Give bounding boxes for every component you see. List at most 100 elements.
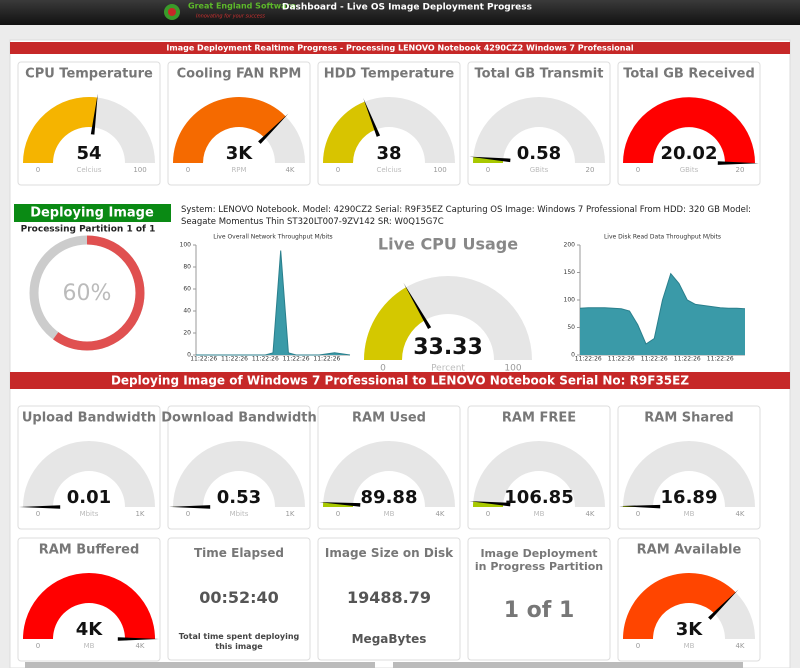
gauge-title: Upload Bandwidth <box>22 411 156 426</box>
gauge-value: 16.89 <box>661 487 718 508</box>
gauge-unit: Celcius <box>376 166 401 174</box>
x-tick-label: 11:22:26 <box>190 356 217 363</box>
gauge-title: Download Bandwidth <box>161 411 316 426</box>
x-tick-label: 11:22:26 <box>707 356 734 363</box>
gauge-min: 0 <box>336 166 340 174</box>
y-tick-label: 0 <box>571 352 575 359</box>
deploying-subtitle: Processing Partition 1 of 1 <box>21 225 156 235</box>
gauge-min: 0 <box>36 642 40 650</box>
gauge-min: 0 <box>186 166 190 174</box>
gauge-min: 0 <box>380 364 386 374</box>
card-unit: MegaBytes <box>351 632 427 646</box>
progress-track <box>393 662 743 668</box>
x-tick-label: 11:22:26 <box>313 356 340 363</box>
card-title: Time Elapsed <box>194 546 284 560</box>
gauge-needle <box>469 501 511 507</box>
gauge-unit: Mbits <box>80 510 99 518</box>
y-tick-label: 50 <box>567 324 575 331</box>
gauge-arc <box>173 97 286 163</box>
gauge-unit: GBits <box>680 166 699 174</box>
gauge-max: 100 <box>133 166 146 174</box>
gauge-unit: Percent <box>431 364 465 374</box>
gauge-max: 4K <box>435 510 444 518</box>
gauge-arc <box>364 287 425 360</box>
gauge-needle <box>117 637 159 641</box>
gauge-max: 4K <box>735 642 744 650</box>
gauge-value: 0.53 <box>217 487 261 508</box>
header-title: Dashboard - Live OS Image Deployment Pro… <box>282 3 532 13</box>
banner2: Deploying Image of Windows 7 Professiona… <box>111 374 689 388</box>
x-tick-label: 11:22:26 <box>641 356 668 363</box>
brand: Great England Software <box>188 2 296 11</box>
gauge-needle <box>708 589 739 620</box>
gauge-value: 4K <box>76 619 104 640</box>
gauge-title: RAM FREE <box>502 411 576 426</box>
deploying-title: Deploying Image <box>30 206 154 221</box>
gauge-value: 20.02 <box>661 143 718 164</box>
gauge-needle <box>319 502 361 507</box>
gauge-arc <box>323 502 354 507</box>
gauge-min: 0 <box>186 510 190 518</box>
x-tick-label: 11:22:26 <box>575 356 602 363</box>
banner-bar <box>10 42 790 54</box>
chart-title: Live Disk Read Data Throughput M/bits <box>604 234 721 241</box>
gauge-value: 54 <box>76 143 101 164</box>
gauge-max: 4K <box>285 166 294 174</box>
gauge-track <box>323 441 455 507</box>
gauge-arc <box>623 572 736 639</box>
header-bar <box>0 0 800 25</box>
gauge-track <box>473 441 605 507</box>
gauge-arc <box>473 501 504 507</box>
gauge-max: 20 <box>736 166 745 174</box>
area-fill <box>580 273 745 355</box>
gauge-title: Total GB Received <box>623 67 755 82</box>
gauge-title: RAM Available <box>637 543 742 558</box>
banner2-bar <box>10 372 790 389</box>
gauge-needle <box>169 505 211 509</box>
gauge-max: 4K <box>135 642 144 650</box>
gauge-min: 0 <box>336 510 340 518</box>
gauge-unit: Mbits <box>230 510 249 518</box>
gauge-arc <box>23 96 98 163</box>
y-tick-label: 100 <box>180 242 192 249</box>
gauge-min: 0 <box>36 166 40 174</box>
gauge-value: 0.01 <box>67 487 111 508</box>
gauge-title: Cooling FAN RPM <box>177 67 302 82</box>
gauge-max: 1K <box>135 510 144 518</box>
gauge-value: 3K <box>676 619 704 640</box>
gauge-title: RAM Used <box>352 411 426 426</box>
percent-label: 60% <box>63 281 112 306</box>
gauge-arc <box>323 101 376 163</box>
gauge-arc <box>623 97 755 164</box>
gauge-max: 20 <box>586 166 595 174</box>
gauge-unit: MB <box>84 642 95 650</box>
gauge-max: 4K <box>585 510 594 518</box>
y-tick-label: 20 <box>183 330 191 337</box>
gauge-unit: MB <box>684 510 695 518</box>
gauge-needle <box>19 505 61 509</box>
tagline: Innovating for your success <box>196 14 265 20</box>
card-value: 1 of 1 <box>503 598 575 623</box>
y-tick-label: 80 <box>183 264 191 271</box>
gauge-title: RAM Shared <box>644 411 733 426</box>
y-tick-label: 40 <box>183 308 191 315</box>
card-note: Total time spent deploying this image <box>178 632 300 651</box>
card-title: Image Deployment in Progress Partition <box>474 547 604 573</box>
gauge-value: 89.88 <box>361 487 418 508</box>
gauge-arc <box>473 156 504 163</box>
gauge-title: RAM Buffered <box>39 543 140 558</box>
gauge-needle <box>717 161 759 165</box>
gauge-max: 100 <box>504 364 521 374</box>
y-tick-label: 60 <box>183 286 191 293</box>
gauge-value: 106.85 <box>504 487 573 508</box>
gauge-min: 0 <box>636 166 640 174</box>
card-value: 00:52:40 <box>199 588 279 607</box>
gauge-unit: MB <box>384 510 395 518</box>
gauge-track <box>473 97 605 163</box>
gauge-unit: MB <box>684 642 695 650</box>
gauge-max: 100 <box>433 166 446 174</box>
logo-core <box>168 8 176 16</box>
gauge-min: 0 <box>636 642 640 650</box>
gauge-min: 0 <box>486 166 490 174</box>
